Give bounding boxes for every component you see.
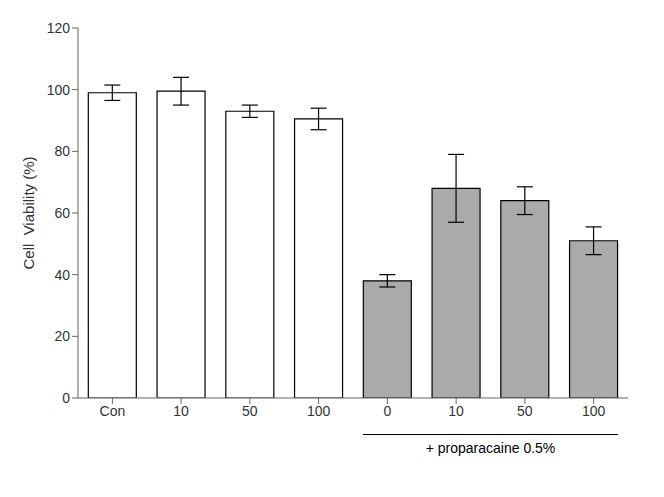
svg-text:80: 80	[54, 143, 70, 159]
svg-text:100: 100	[307, 403, 331, 419]
svg-text:120: 120	[47, 20, 71, 36]
svg-text:100: 100	[582, 403, 606, 419]
svg-text:0: 0	[62, 390, 70, 406]
svg-text:50: 50	[517, 403, 533, 419]
svg-text:10: 10	[448, 403, 464, 419]
svg-text:50: 50	[242, 403, 258, 419]
svg-text:0: 0	[383, 403, 391, 419]
svg-text:40: 40	[54, 267, 70, 283]
svg-text:60: 60	[54, 205, 70, 221]
html-text:+ proparacaine 0.5%: + proparacaine 0.5%	[425, 440, 556, 456]
svg-text:Con: Con	[100, 403, 126, 419]
svg-text:100: 100	[47, 82, 71, 98]
svg-text:10: 10	[173, 403, 189, 419]
html-text:Cell Viability (%): Cell Viability (%)	[19, 156, 37, 270]
svg-text:20: 20	[54, 328, 70, 344]
